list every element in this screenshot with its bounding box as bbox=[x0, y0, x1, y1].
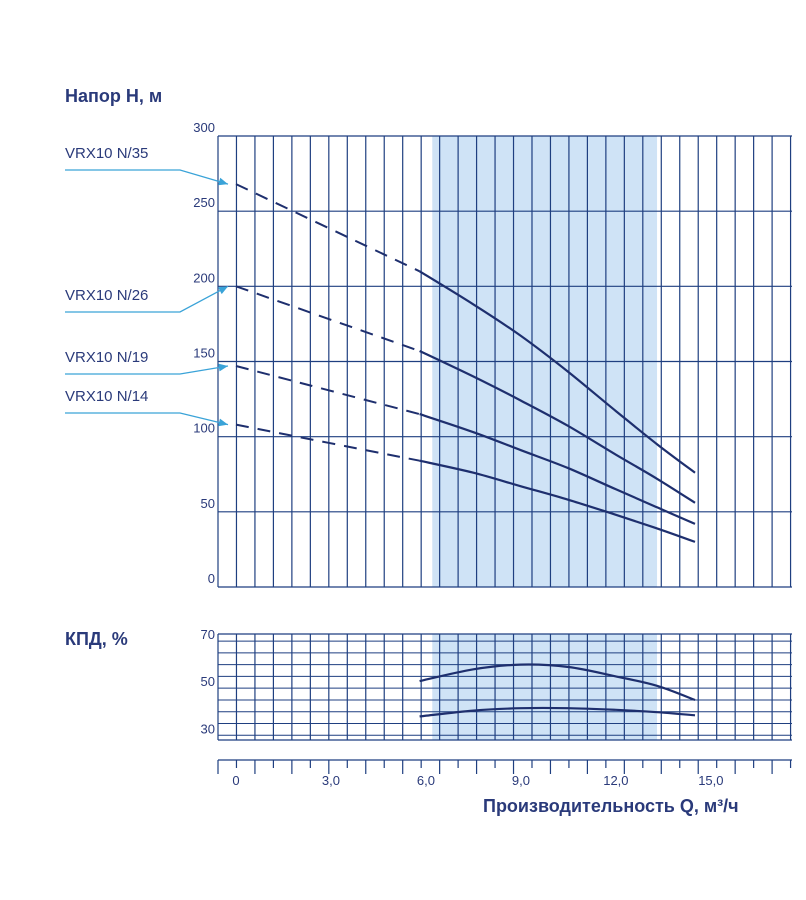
efficiency-curve-2 bbox=[419, 706, 696, 718]
grid-layer bbox=[217, 135, 792, 774]
head-curve-dashed-4 bbox=[235, 423, 420, 462]
head-y-tick-label: 0 bbox=[208, 571, 215, 586]
head-y-tick-label: 100 bbox=[193, 421, 215, 436]
head-curve-dashed-2 bbox=[235, 285, 420, 352]
model-arrow-head-2 bbox=[218, 286, 228, 295]
head-y-tick-label: 300 bbox=[193, 120, 215, 135]
model-arrow-line-2 bbox=[65, 285, 229, 313]
efficiency-axis-title: КПД, % bbox=[65, 629, 128, 649]
background-layer bbox=[432, 136, 658, 740]
head-curve-solid-1 bbox=[419, 270, 696, 474]
model-label-2: VRX10 N/26 bbox=[65, 287, 148, 304]
flow-axis-title: Производительность Q, м³/ч bbox=[483, 796, 739, 816]
head-y-tick-label: 50 bbox=[201, 496, 215, 511]
model-arrow-head-3 bbox=[218, 363, 228, 372]
head-curve-dashed-1 bbox=[235, 183, 421, 273]
efficiency-y-tick-label: 70 bbox=[201, 627, 215, 642]
flow-x-tick-label: 6,0 bbox=[417, 773, 435, 788]
flow-x-tick-label: 9,0 bbox=[512, 773, 530, 788]
head-y-tick-label: 200 bbox=[193, 270, 215, 285]
model-arrow-head-1 bbox=[218, 177, 228, 186]
efficiency-operating-range-band bbox=[432, 634, 658, 740]
flow-x-tick-label: 0 bbox=[232, 773, 239, 788]
head-curve-solid-2 bbox=[419, 350, 696, 504]
flow-x-tick-label: 15,0 bbox=[698, 773, 723, 788]
efficiency-y-tick-label: 50 bbox=[201, 674, 215, 689]
model-label-4: VRX10 N/14 bbox=[65, 388, 148, 405]
model-arrow-line-3 bbox=[65, 365, 229, 375]
model-arrow-line-4 bbox=[65, 412, 229, 426]
labels-layer: Напор H, м КПД, % Производительность Q, … bbox=[65, 86, 739, 816]
head-axis-title: Напор H, м bbox=[65, 86, 162, 106]
curves-layer bbox=[235, 183, 696, 718]
model-arrow-line-1 bbox=[65, 169, 229, 185]
model-label-3: VRX10 N/19 bbox=[65, 349, 148, 366]
flow-x-tick-label: 3,0 bbox=[322, 773, 340, 788]
model-label-1: VRX10 N/35 bbox=[65, 145, 148, 162]
flow-x-tick-label: 12,0 bbox=[603, 773, 628, 788]
head-curve-solid-3 bbox=[419, 413, 696, 525]
model-arrow-head-4 bbox=[218, 418, 228, 427]
efficiency-curve-1 bbox=[419, 663, 696, 702]
efficiency-y-tick-label: 30 bbox=[201, 721, 215, 736]
head-curve-dashed-3 bbox=[235, 365, 420, 416]
head-y-tick-label: 150 bbox=[193, 346, 215, 361]
head-curve-solid-4 bbox=[419, 459, 696, 543]
head-y-tick-label: 250 bbox=[193, 195, 215, 210]
